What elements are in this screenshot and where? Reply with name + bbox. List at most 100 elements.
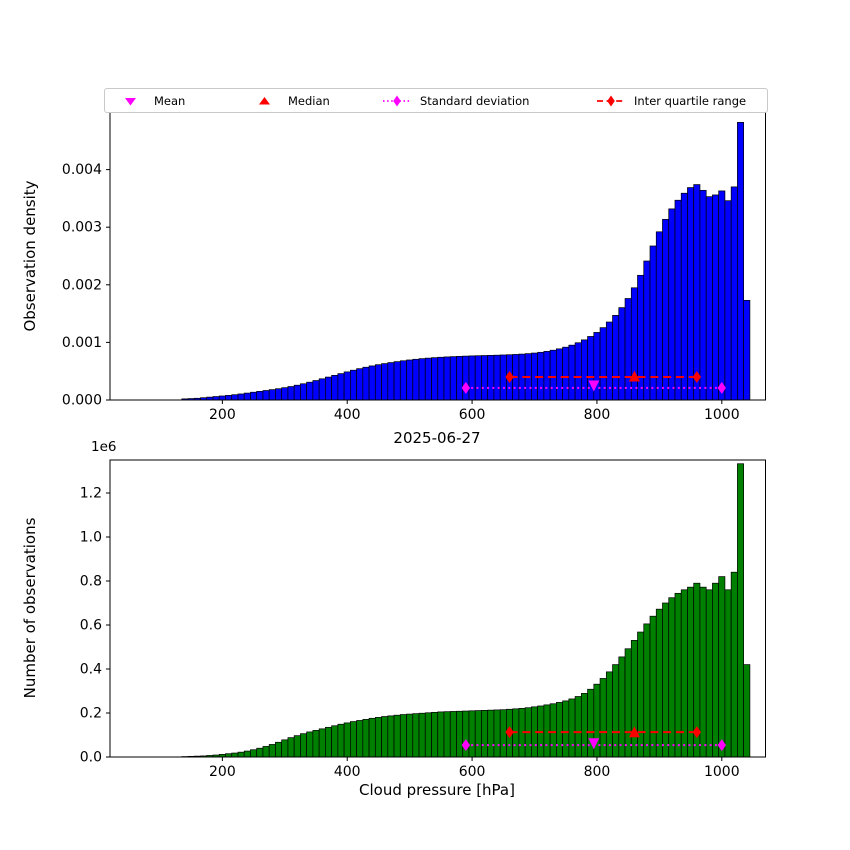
histogram-bar	[437, 356, 445, 401]
histogram-bar	[399, 360, 407, 401]
y-tick-label: 0.4	[80, 662, 102, 678]
y-tick-label: 1.0	[80, 530, 102, 546]
histogram-bar	[231, 394, 239, 401]
histogram-bar	[456, 355, 464, 401]
histogram-bar	[312, 380, 320, 401]
histogram-bar	[474, 355, 482, 401]
histogram-bar	[325, 376, 332, 401]
median-marker-icon	[259, 96, 270, 104]
mean-marker-icon	[125, 97, 136, 105]
histogram-bar	[493, 354, 501, 401]
x-axis-label: Cloud pressure [hPa]	[359, 781, 515, 799]
histogram-bar	[325, 726, 332, 758]
histogram-bar	[643, 260, 651, 401]
histogram-bar	[287, 737, 295, 758]
histogram-bar	[343, 722, 351, 758]
std-marker-icon	[383, 95, 411, 106]
histogram-bar	[630, 287, 638, 401]
histogram-bar	[743, 300, 751, 401]
histogram-bar	[424, 357, 432, 401]
histogram-bar	[231, 752, 239, 758]
histogram-bar	[630, 640, 638, 758]
histogram-bar	[468, 710, 476, 758]
histogram-bar	[381, 363, 389, 401]
histogram-bar	[250, 391, 258, 401]
histogram-bar	[318, 728, 326, 758]
histogram-bar	[443, 356, 451, 401]
histogram-bar	[730, 571, 738, 758]
histogram-bar	[431, 711, 439, 758]
histogram-bar	[306, 731, 314, 758]
x-tick-label: 1000	[704, 407, 740, 423]
histogram-bar	[562, 346, 570, 401]
histogram-bar	[580, 693, 588, 758]
histogram-bar	[300, 383, 308, 401]
histogram-bar	[275, 741, 283, 758]
histogram-bar	[243, 392, 251, 401]
top-chart-ylabel: Observation density	[21, 180, 39, 332]
histogram-bar	[406, 713, 414, 758]
histogram-bar	[481, 710, 489, 758]
histogram-bar	[556, 702, 563, 758]
histogram-bar	[374, 717, 382, 758]
diamond-marker	[505, 370, 514, 383]
histogram-bar	[268, 744, 276, 758]
histogram-bar	[549, 349, 557, 401]
histogram-bar	[418, 358, 426, 401]
histogram-bar	[293, 735, 301, 758]
histogram-bar	[368, 717, 376, 758]
x-tick-label: 400	[334, 407, 361, 423]
histogram-bar	[412, 713, 420, 758]
histogram-bar	[637, 631, 645, 758]
mean-triangle-marker	[588, 738, 600, 750]
y-tick-label: 0.6	[80, 618, 102, 634]
histogram-bar	[549, 703, 557, 758]
histogram-bar	[393, 714, 401, 758]
legend-item-median: Median	[249, 89, 330, 112]
y-tick-label: 0.003	[62, 220, 102, 236]
histogram-bar	[643, 623, 651, 758]
bottom-chart-title: 2025-06-27	[393, 429, 481, 447]
bottom-chart-ylabel: Number of observations	[21, 517, 39, 699]
histogram-bar	[312, 730, 320, 758]
histogram-bar	[543, 351, 551, 401]
legend-label-iqr: Inter quartile range	[634, 93, 747, 108]
histogram-bar	[350, 721, 357, 758]
histogram-bar	[668, 208, 676, 401]
y-tick-label: 0.2	[80, 706, 102, 722]
subplot-0: 200 400 600 800 1000 0.000 0.001 0.002 0.003 0.00…	[62, 111, 766, 423]
subplot-1: 200 400 600 800 1000 0.0 0.2 0.4 0.6 0.8 1.0 1.2	[80, 459, 766, 780]
histogram-bar	[624, 648, 632, 758]
histogram-bar	[568, 698, 576, 758]
histogram-bar	[306, 381, 314, 401]
histogram-bar	[237, 393, 245, 401]
histogram-bar	[493, 709, 501, 758]
histogram-bar	[243, 750, 251, 758]
histogram-bar	[712, 194, 720, 401]
diamond-marker	[461, 381, 471, 394]
histogram-bar	[350, 369, 357, 401]
histogram-bar	[262, 746, 270, 758]
legend-label-mean: Mean	[154, 93, 186, 108]
histogram-bar	[368, 365, 376, 401]
histogram-bar	[737, 122, 744, 401]
iqr-marker-icon	[597, 95, 625, 106]
histogram-bar	[356, 720, 364, 758]
histogram-bar	[624, 298, 632, 401]
x-tick-label: 200	[209, 764, 236, 780]
median-triangle-marker	[628, 370, 640, 382]
x-tick-label: 400	[334, 764, 361, 780]
y-tick-label: 0.002	[62, 277, 102, 293]
histogram-bar	[730, 186, 738, 401]
histogram-bar	[655, 608, 663, 758]
histogram-bar	[468, 355, 476, 401]
histogram-bar	[237, 751, 245, 758]
histogram-bar	[275, 388, 283, 401]
histogram-bar	[712, 582, 720, 758]
diamond-marker	[717, 381, 726, 394]
legend-item-std: Standard deviation	[381, 89, 529, 112]
histogram-bar	[362, 719, 370, 758]
histogram-bar	[612, 664, 620, 758]
